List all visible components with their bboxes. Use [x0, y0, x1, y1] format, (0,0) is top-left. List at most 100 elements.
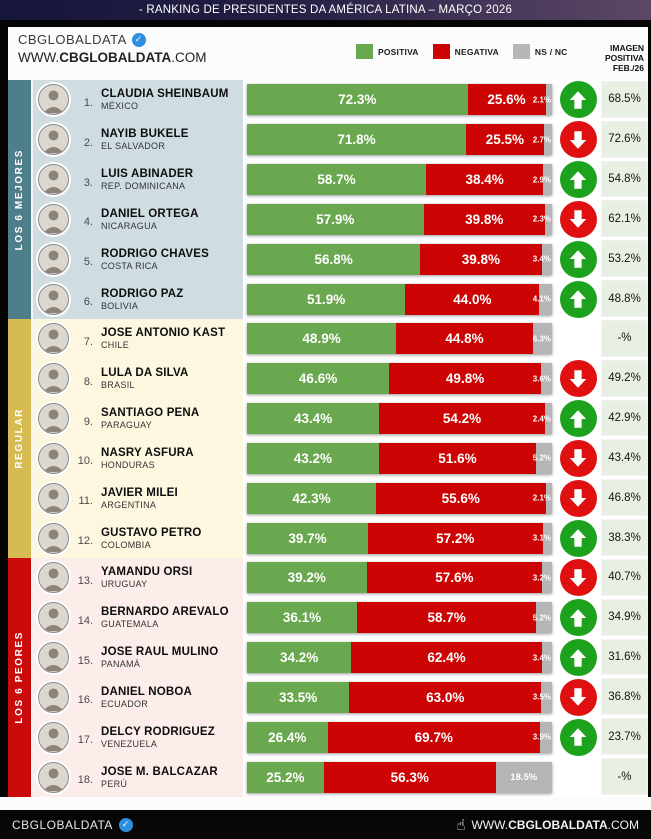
president-cell: 8. LULA DA SILVA BRASIL [33, 358, 243, 399]
section-sidebar: REGULAR [8, 319, 33, 558]
stacked-bar: 72.3% 25.6% 2.1% [247, 84, 552, 116]
negative-segment: 49.8% [389, 363, 541, 395]
legend-label: NEGATIVA [454, 46, 499, 57]
trend-cell [556, 159, 600, 200]
positive-segment: 39.2% [247, 562, 367, 594]
imagen-positiva-cell: 68.5% [600, 80, 648, 120]
nsnc-segment [532, 323, 552, 355]
positive-value: 46.6% [298, 371, 338, 387]
trend-down-icon [559, 678, 597, 716]
stacked-bar: 25.2% 56.3% 18.5% [247, 761, 552, 793]
brand-logo: CBGLOBALDATA ✓ WWW.CBGLOBALDATA.COM [18, 32, 206, 65]
rank-number: 7. [83, 335, 93, 348]
negative-value: 39.8% [465, 211, 504, 227]
trend-cell [556, 239, 600, 280]
trend-cell [556, 717, 600, 758]
positive-segment: 48.9% [247, 323, 397, 355]
president-identity: NAYIB BUKELE EL SALVADOR [101, 128, 189, 151]
president-identity: GUSTAVO PETRO COLOMBIA [101, 527, 202, 550]
president-identity: BERNARDO ARÉVALO GUATEMALA [101, 606, 229, 629]
positive-segment: 33.5% [247, 681, 350, 713]
legend-swatch-icon [356, 44, 373, 59]
imagen-positiva-value: 31.6% [601, 638, 648, 676]
president-country: BRASIL [101, 380, 135, 391]
positive-segment: 71.8% [247, 124, 466, 156]
rank-number: 5. [83, 256, 93, 269]
trend-cell [556, 518, 600, 558]
approval-bar-cell: 33.5% 63.0% 3.5% [243, 677, 556, 718]
president-row: 18. JOSÉ M. BALCÁZAR PERÚ 25.2% 56.3% 18.5% -% [33, 757, 648, 797]
imagen-positiva-cell: -% [600, 757, 648, 797]
imagen-positiva-cell: 42.9% [600, 398, 648, 439]
president-row: 6. RODRIGO PAZ BOLIVIA 51.9% 44.0% 4.1% 48.8% [33, 279, 648, 319]
stacked-bar: 33.5% 63.0% 3.5% [247, 681, 552, 713]
rank-number: 18. [77, 774, 93, 787]
president-photo [38, 243, 69, 275]
approval-bar-cell: 57.9% 39.8% 2.3% [243, 199, 556, 240]
nsnc-segment [541, 243, 552, 275]
imagen-positiva-cell: 53.2% [600, 239, 648, 280]
negative-value: 49.8% [445, 371, 485, 387]
nsnc-segment [539, 283, 552, 315]
president-identity: LULA DA SILVA BRASIL [101, 367, 189, 390]
imagen-positiva-value: -% [601, 758, 648, 795]
negative-value: 57.6% [435, 570, 474, 586]
president-photo [38, 721, 69, 753]
footer-website-link[interactable]: ☝ WWW.CBGLOBALDATA.COM [456, 816, 639, 834]
nsnc-value: 3.4% [532, 254, 551, 264]
president-row: 3. LUIS ABINADER REP. DOMINICANA 58.7% 38.4%… [33, 159, 648, 200]
negative-segment: 44.8% [396, 323, 533, 355]
negative-value: 51.6% [438, 450, 477, 466]
trend-cell [556, 358, 600, 399]
imagen-positiva-cell: 36.8% [600, 677, 648, 718]
positive-value: 48.9% [302, 331, 341, 347]
positive-segment: 36.1% [247, 602, 358, 634]
imagen-positiva-cell: 40.7% [600, 558, 648, 598]
footer-spacer [0, 797, 651, 810]
positive-segment: 43.4% [247, 403, 380, 435]
president-name: CLAUDIA SHEINBAUM [101, 88, 229, 101]
president-row: 11. JAVIER MILEI ARGENTINA 42.3% 55.6% 2.1% 46… [33, 478, 648, 519]
trend-cell [556, 438, 600, 479]
negative-segment: 39.8% [420, 243, 542, 275]
rank-number: 9. [83, 415, 93, 428]
approval-bar-cell: 56.8% 39.8% 3.4% [243, 239, 556, 280]
stacked-bar: 39.7% 57.2% 3.1% [247, 522, 552, 554]
president-cell: 7. JOSÉ ANTONIO KAST CHILE [33, 319, 243, 359]
rank-number: 1. [83, 96, 93, 109]
positive-segment: 39.7% [247, 522, 369, 554]
website-suffix: .COM [171, 50, 207, 65]
positive-segment: 42.3% [247, 482, 376, 514]
imagen-positiva-value: 40.7% [601, 559, 648, 596]
nsnc-segment: 18.5% [495, 761, 552, 793]
president-identity: JOSÉ RAÚL MULINO PANAMÁ [101, 646, 218, 669]
website-link[interactable]: WWW.CBGLOBALDATA.COM [18, 50, 206, 65]
trend-up-icon [559, 280, 597, 318]
president-photo [38, 363, 69, 395]
nsnc-segment [545, 482, 552, 514]
president-identity: DANIEL NOBOA ECUADOR [101, 686, 192, 709]
president-row: 15. JOSÉ RAÚL MULINO PANAMÁ 34.2% 62.4% 3.4% 3… [33, 637, 648, 678]
imagen-positiva-column-header: IMAGEN POSITIVA FEB./26 [605, 43, 644, 73]
nsnc-value: 2.1% [532, 95, 551, 105]
imagen-positiva-value: 23.7% [601, 718, 648, 756]
approval-bar-cell: 48.9% 44.8% 6.3% [243, 319, 556, 359]
imagen-positiva-value: 54.8% [601, 160, 648, 198]
section-los-6-peores: LOS 6 PEORES 13. YAMANDÚ ORSI URUGUAY 39.2% 5… [8, 558, 648, 797]
negative-segment: 62.4% [351, 642, 542, 674]
rank-number: 8. [83, 375, 93, 388]
hand-pointer-icon: ☝ [456, 816, 466, 834]
trend-up-icon [559, 519, 597, 557]
website-bold: CBGLOBALDATA [59, 50, 172, 65]
president-photo [38, 681, 69, 713]
positive-value: 43.4% [294, 411, 333, 427]
approval-bar-cell: 26.4% 69.7% 3.9% [243, 717, 556, 758]
nsnc-segment [543, 124, 552, 156]
president-identity: NASRY ASFURA HONDURAS [101, 447, 194, 470]
president-photo [38, 562, 69, 594]
verified-badge-icon: ✓ [131, 32, 146, 47]
president-identity: JAVIER MILEI ARGENTINA [101, 487, 178, 510]
president-photo [38, 403, 69, 435]
trend-up-icon [559, 718, 597, 756]
